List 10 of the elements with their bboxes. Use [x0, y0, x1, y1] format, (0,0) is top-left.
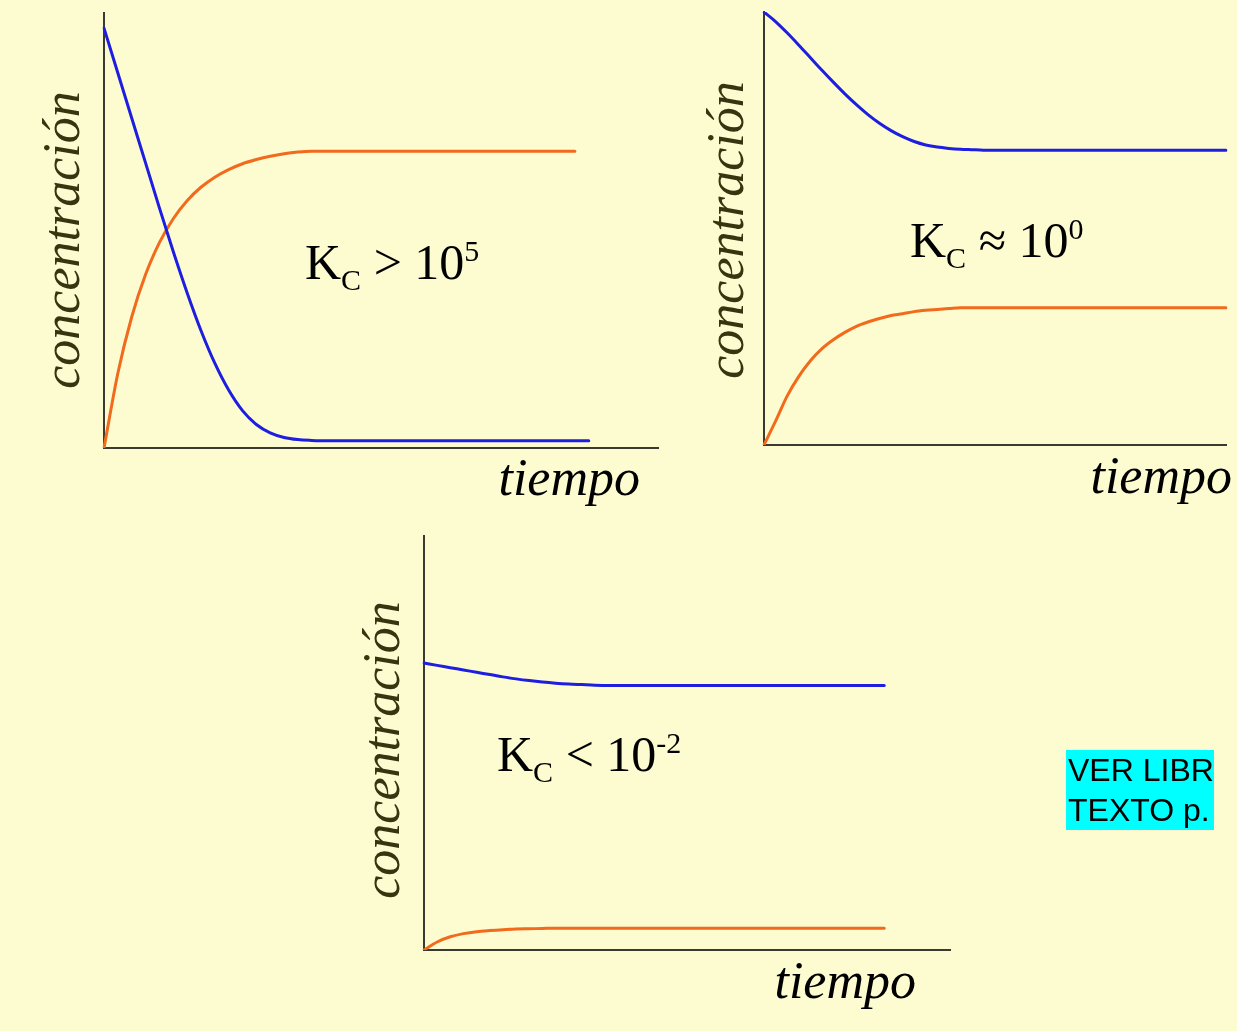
y-axis-title: concentración [353, 601, 410, 899]
y-axis-title: concentración [33, 91, 90, 389]
x-axis-title: tiempo [498, 449, 640, 506]
x-axis-title: tiempo [1090, 447, 1232, 504]
y-axis-title: concentración [697, 81, 754, 379]
annotation: K$_{C}$ < 10$^{-2}$ [497, 725, 682, 788]
annotation: K$_{C}$ > 10$^{5}$ [305, 233, 480, 296]
x-axis-title: tiempo [774, 952, 916, 1009]
text: VER LIBR TEXTO p. [1066, 750, 1214, 830]
annotation: K$_{C}$ ≈ 10$^{0}$ [910, 211, 1084, 274]
